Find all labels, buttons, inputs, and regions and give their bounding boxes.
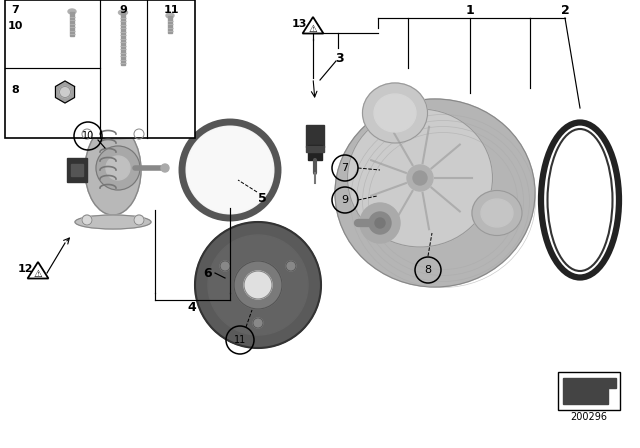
Text: 4: 4: [188, 301, 196, 314]
Text: 9: 9: [341, 195, 349, 205]
Ellipse shape: [472, 190, 522, 236]
Ellipse shape: [348, 109, 493, 247]
Ellipse shape: [335, 99, 535, 287]
Text: 11: 11: [234, 335, 246, 345]
Circle shape: [375, 218, 385, 228]
Circle shape: [134, 215, 144, 225]
Text: 10: 10: [82, 131, 94, 141]
Circle shape: [208, 235, 308, 335]
Circle shape: [244, 271, 272, 299]
Circle shape: [195, 222, 321, 348]
Bar: [67, 158, 87, 182]
Bar: [168, 16, 172, 33]
Ellipse shape: [481, 199, 513, 227]
Bar: [121, 13, 125, 65]
Ellipse shape: [182, 122, 278, 218]
Bar: [558, 372, 620, 410]
Circle shape: [369, 212, 391, 234]
Circle shape: [82, 129, 92, 139]
Ellipse shape: [374, 94, 416, 132]
Bar: [5, 0, 195, 138]
Text: 1: 1: [466, 4, 474, 17]
Text: 5: 5: [258, 191, 266, 204]
Ellipse shape: [187, 127, 273, 213]
Text: 11: 11: [163, 5, 179, 15]
Bar: [306, 146, 324, 152]
Text: 3: 3: [336, 52, 344, 65]
Polygon shape: [563, 378, 616, 404]
Text: 8: 8: [424, 265, 431, 275]
Circle shape: [106, 156, 130, 180]
Text: 2: 2: [561, 4, 570, 17]
Bar: [70, 12, 74, 36]
Text: 7: 7: [11, 5, 19, 15]
Ellipse shape: [118, 10, 127, 15]
Text: ⚠: ⚠: [308, 24, 317, 34]
Ellipse shape: [68, 9, 76, 14]
Text: 13: 13: [291, 19, 307, 29]
Circle shape: [286, 261, 296, 271]
Text: 200296: 200296: [570, 412, 607, 422]
Circle shape: [407, 165, 433, 191]
Text: 6: 6: [204, 267, 212, 280]
Circle shape: [413, 171, 427, 185]
Ellipse shape: [85, 125, 141, 215]
Circle shape: [161, 164, 169, 172]
Text: 8: 8: [11, 85, 19, 95]
Bar: [71, 164, 83, 176]
Circle shape: [82, 215, 92, 225]
Circle shape: [360, 203, 400, 243]
Circle shape: [134, 129, 144, 139]
Bar: [306, 125, 324, 147]
Text: ⚠: ⚠: [34, 268, 42, 279]
Bar: [308, 145, 322, 160]
Text: 9: 9: [119, 5, 127, 15]
Text: 10: 10: [7, 21, 22, 31]
Ellipse shape: [75, 125, 151, 139]
Polygon shape: [56, 81, 74, 103]
Text: 7: 7: [341, 163, 349, 173]
Circle shape: [220, 261, 230, 271]
Text: 12: 12: [17, 264, 33, 274]
Circle shape: [234, 261, 282, 309]
Ellipse shape: [166, 13, 174, 18]
Circle shape: [96, 146, 140, 190]
Ellipse shape: [75, 215, 151, 229]
Circle shape: [60, 86, 70, 98]
Ellipse shape: [362, 83, 428, 143]
Circle shape: [253, 318, 263, 328]
